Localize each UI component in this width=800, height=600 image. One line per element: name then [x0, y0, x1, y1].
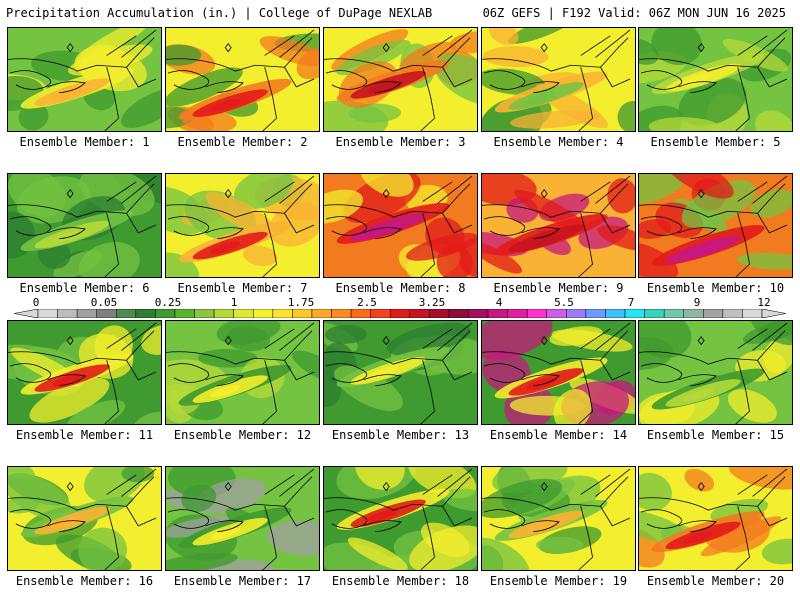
scale-swatch	[135, 309, 156, 318]
ensemble-member-caption: Ensemble Member: 17	[173, 574, 312, 588]
scale-swatch	[116, 309, 137, 318]
ensemble-member-caption: Ensemble Member: 19	[489, 574, 628, 588]
scale-swatch	[155, 309, 176, 318]
scale-tick-label: 9	[693, 296, 701, 309]
ensemble-member-caption: Ensemble Member: 9	[493, 281, 624, 295]
scale-swatch	[468, 309, 489, 318]
ensemble-member-map	[323, 27, 478, 132]
scale-swatch	[213, 309, 234, 318]
scale-arrow-right	[761, 309, 786, 318]
scale-swatch	[370, 309, 391, 318]
ensemble-member-map	[481, 173, 636, 278]
scale-swatch	[37, 309, 58, 318]
ensemble-member-map	[638, 27, 793, 132]
map-title: Precipitation Accumulation (in.) | Colle…	[6, 6, 433, 20]
ensemble-member-caption: Ensemble Member: 10	[646, 281, 785, 295]
ensemble-member-caption: Ensemble Member: 18	[331, 574, 470, 588]
ensemble-member-map	[7, 466, 162, 571]
scale-swatch	[663, 309, 684, 318]
scale-tick-label: 7	[627, 296, 635, 309]
scale-swatch	[389, 309, 411, 318]
ensemble-member-map	[638, 466, 793, 571]
scale-tick-label: 4	[495, 296, 503, 309]
scale-swatch	[526, 309, 548, 318]
scale-swatch	[233, 309, 254, 318]
scale-swatch	[272, 309, 293, 318]
ensemble-member-map	[638, 320, 793, 425]
ensemble-member-caption: Ensemble Member: 15	[646, 428, 785, 442]
ensemble-member-map	[7, 320, 162, 425]
ensemble-member-caption: Ensemble Member: 6	[19, 281, 150, 295]
scale-swatch	[742, 309, 763, 318]
ensemble-member-map	[323, 466, 478, 571]
ensemble-member-caption: Ensemble Member: 7	[177, 281, 308, 295]
ensemble-member-caption: Ensemble Member: 14	[489, 428, 628, 442]
ensemble-member-caption: Ensemble Member: 8	[335, 281, 466, 295]
ensemble-member-map	[323, 320, 478, 425]
scale-swatch	[311, 309, 332, 318]
scale-swatch	[683, 309, 704, 318]
scale-swatch	[703, 309, 724, 318]
model-run-info: 06Z GEFS | F192 Valid: 06Z MON JUN 16 20…	[482, 6, 786, 20]
ensemble-member-caption: Ensemble Member: 1	[19, 135, 150, 149]
scale-tick-label: 3.25	[418, 296, 446, 309]
ensemble-member-map	[7, 173, 162, 278]
scale-arrow-left	[14, 309, 39, 318]
scale-swatch	[448, 309, 469, 318]
ensemble-member-caption: Ensemble Member: 20	[646, 574, 785, 588]
scale-swatch	[174, 309, 195, 318]
ensemble-member-caption: Ensemble Member: 13	[331, 428, 470, 442]
ensemble-member-caption: Ensemble Member: 16	[15, 574, 154, 588]
scale-tick-label: 0.05	[90, 296, 118, 309]
scale-swatch	[546, 309, 567, 318]
scale-swatch	[57, 309, 78, 318]
scale-swatch	[429, 309, 450, 318]
ensemble-member-map	[481, 27, 636, 132]
ensemble-member-map	[7, 27, 162, 132]
precip-color-scale: 0 0.05 0.25 1 1.75 2.5 3.25 4 5.5 7 9 12	[14, 296, 786, 320]
ensemble-member-map	[638, 173, 793, 278]
ensemble-member-caption: Ensemble Member: 2	[177, 135, 308, 149]
ensemble-member-map	[481, 466, 636, 571]
scale-swatch	[409, 309, 430, 318]
scale-colorbar	[14, 309, 786, 318]
scale-tick-label: 12	[757, 296, 771, 309]
ensemble-member-caption: Ensemble Member: 11	[15, 428, 154, 442]
scale-swatch	[507, 309, 528, 318]
scale-swatch	[252, 309, 274, 318]
ensemble-member-map	[165, 320, 320, 425]
scale-tick-label: 0.25	[154, 296, 182, 309]
ensemble-member-map	[481, 320, 636, 425]
scale-tick-label: 0	[32, 296, 40, 309]
scale-tick-label: 1	[230, 296, 238, 309]
scale-swatch	[194, 309, 215, 318]
ensemble-member-map	[165, 173, 320, 278]
scale-swatch	[624, 309, 645, 318]
scale-swatch	[350, 309, 371, 318]
scale-swatch	[722, 309, 743, 318]
scale-swatch	[487, 309, 508, 318]
scale-swatch	[96, 309, 117, 318]
scale-tick-label: 1.75	[287, 296, 315, 309]
scale-swatch	[605, 309, 626, 318]
scale-swatch	[566, 309, 587, 318]
scale-swatch	[644, 309, 665, 318]
scale-swatch	[292, 309, 313, 318]
ensemble-member-caption: Ensemble Member: 3	[335, 135, 466, 149]
scale-tick-label: 2.5	[357, 296, 377, 309]
scale-swatch	[585, 309, 606, 318]
ensemble-member-map	[165, 27, 320, 132]
scale-tick-label: 5.5	[554, 296, 574, 309]
ensemble-member-caption: Ensemble Member: 5	[650, 135, 781, 149]
ensemble-member-map	[323, 173, 478, 278]
ensemble-member-caption: Ensemble Member: 4	[493, 135, 624, 149]
ensemble-member-map	[165, 466, 320, 571]
scale-swatch	[76, 309, 97, 318]
ensemble-member-caption: Ensemble Member: 12	[173, 428, 312, 442]
scale-swatch	[331, 309, 352, 318]
